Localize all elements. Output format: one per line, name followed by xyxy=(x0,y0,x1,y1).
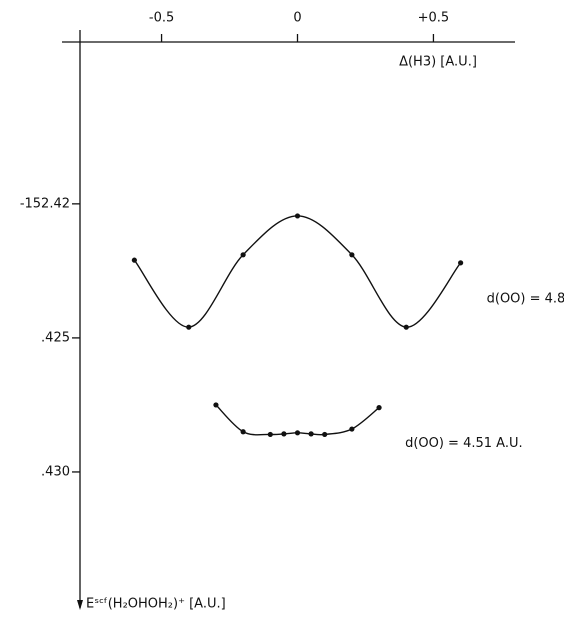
data-point xyxy=(186,324,192,330)
data-point xyxy=(376,405,382,411)
x-tick-label: -0.5 xyxy=(149,11,174,26)
data-point xyxy=(308,431,314,437)
y-tick-label: -152.42 xyxy=(20,196,70,211)
curve xyxy=(133,215,462,328)
y-tick-label: .430 xyxy=(41,464,70,479)
data-point xyxy=(267,431,273,438)
data-point xyxy=(294,430,301,436)
data-point xyxy=(240,252,246,258)
y-axis-arrow xyxy=(77,600,83,610)
x-tick-label: +0.5 xyxy=(418,11,450,26)
data-point xyxy=(403,324,409,330)
x-axis-label: Δ(H3) [A.U.] xyxy=(399,55,477,70)
data-point xyxy=(458,260,464,266)
data-point xyxy=(281,431,287,437)
data-point xyxy=(349,426,355,432)
data-point xyxy=(240,429,246,435)
y-tick-label: .425 xyxy=(41,330,70,345)
data-point xyxy=(213,402,219,408)
data-point xyxy=(349,252,355,258)
data-point xyxy=(294,213,301,219)
data-point xyxy=(322,431,328,438)
series-label: d(OO) = 4.83 A.U. xyxy=(487,291,564,306)
data-point xyxy=(131,257,137,263)
y-axis-label: Eˢᶜᶠ(H₂OHOH₂)⁺ [A.U.] xyxy=(86,597,226,612)
x-tick-label: 0 xyxy=(293,11,301,26)
series-label: d(OO) = 4.51 A.U. xyxy=(405,436,523,451)
